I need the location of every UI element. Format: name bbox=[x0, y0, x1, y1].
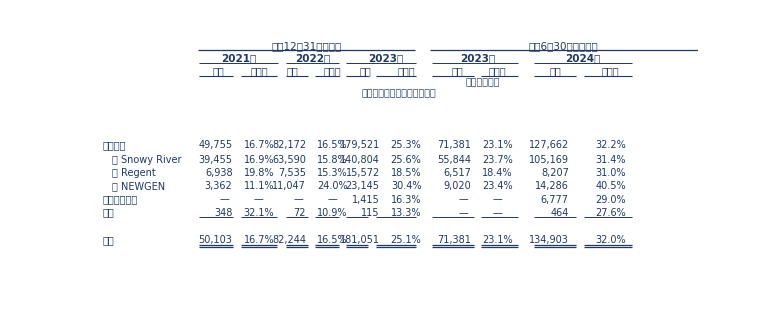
Text: 毛利: 毛利 bbox=[286, 66, 298, 76]
Text: 毛利率: 毛利率 bbox=[602, 66, 619, 76]
Text: 127,662: 127,662 bbox=[529, 140, 569, 150]
Text: 7,535: 7,535 bbox=[278, 168, 306, 178]
Text: 32.1%: 32.1% bbox=[243, 208, 274, 218]
Text: 其他: 其他 bbox=[102, 208, 114, 218]
Text: 16.3%: 16.3% bbox=[391, 194, 422, 204]
Text: 82,244: 82,244 bbox=[272, 235, 306, 245]
Text: 140,804: 140,804 bbox=[340, 155, 380, 165]
Text: 15,572: 15,572 bbox=[346, 168, 380, 178]
Text: 348: 348 bbox=[214, 208, 232, 218]
Text: 毛利率: 毛利率 bbox=[489, 66, 506, 76]
Text: 55,844: 55,844 bbox=[437, 155, 471, 165]
Text: 銷售二手房車: 銷售二手房車 bbox=[102, 194, 137, 204]
Text: 30.4%: 30.4% bbox=[391, 182, 422, 192]
Text: 房車銷售: 房車銷售 bbox=[102, 140, 126, 150]
Text: 39,455: 39,455 bbox=[198, 155, 232, 165]
Text: （未經審核）: （未經審核） bbox=[466, 79, 500, 88]
Text: 82,172: 82,172 bbox=[272, 140, 306, 150]
Text: 10.9%: 10.9% bbox=[317, 208, 348, 218]
Text: 9,020: 9,020 bbox=[443, 182, 471, 192]
Text: 6,517: 6,517 bbox=[443, 168, 471, 178]
Text: 24.0%: 24.0% bbox=[317, 182, 348, 192]
Text: 11.1%: 11.1% bbox=[243, 182, 274, 192]
Text: —: — bbox=[493, 194, 502, 204]
Text: 31.4%: 31.4% bbox=[595, 155, 626, 165]
Text: 6,938: 6,938 bbox=[205, 168, 232, 178]
Text: 72: 72 bbox=[294, 208, 306, 218]
Text: 63,590: 63,590 bbox=[272, 155, 306, 165]
Text: 14,286: 14,286 bbox=[535, 182, 569, 192]
Text: 27.6%: 27.6% bbox=[595, 208, 626, 218]
Text: —: — bbox=[459, 208, 468, 218]
Text: 23.1%: 23.1% bbox=[482, 235, 513, 245]
Text: 毛利: 毛利 bbox=[549, 66, 561, 76]
Text: 截至6月30日止六個月: 截至6月30日止六個月 bbox=[529, 41, 598, 51]
Text: 總計: 總計 bbox=[102, 235, 114, 245]
Text: 32.0%: 32.0% bbox=[595, 235, 626, 245]
Text: 25.1%: 25.1% bbox=[391, 235, 422, 245]
Text: 2024年: 2024年 bbox=[565, 54, 601, 64]
Text: —: — bbox=[328, 194, 337, 204]
Text: 11,047: 11,047 bbox=[272, 182, 306, 192]
Text: 1,415: 1,415 bbox=[352, 194, 380, 204]
Text: 3,362: 3,362 bbox=[205, 182, 232, 192]
Text: 23,145: 23,145 bbox=[346, 182, 380, 192]
Text: 29.0%: 29.0% bbox=[595, 194, 626, 204]
Text: － Snowy River: － Snowy River bbox=[112, 155, 182, 165]
Text: 2022年: 2022年 bbox=[294, 54, 330, 64]
Text: 40.5%: 40.5% bbox=[595, 182, 626, 192]
Text: 毛利: 毛利 bbox=[451, 66, 463, 76]
Text: 19.8%: 19.8% bbox=[243, 168, 274, 178]
Text: 13.3%: 13.3% bbox=[391, 208, 422, 218]
Text: 2023年: 2023年 bbox=[460, 54, 495, 64]
Text: —: — bbox=[220, 194, 229, 204]
Text: 23.7%: 23.7% bbox=[482, 155, 513, 165]
Text: 6,777: 6,777 bbox=[541, 194, 569, 204]
Text: —: — bbox=[493, 208, 502, 218]
Text: 毛利: 毛利 bbox=[360, 66, 372, 76]
Text: —: — bbox=[254, 194, 264, 204]
Text: 截至12月31日止年度: 截至12月31日止年度 bbox=[271, 41, 341, 51]
Text: 16.5%: 16.5% bbox=[317, 235, 348, 245]
Text: 8,207: 8,207 bbox=[541, 168, 569, 178]
Text: 2021年: 2021年 bbox=[221, 54, 257, 64]
Text: 16.7%: 16.7% bbox=[243, 140, 274, 150]
Text: 25.3%: 25.3% bbox=[391, 140, 422, 150]
Text: 16.7%: 16.7% bbox=[243, 235, 274, 245]
Text: 毛利率: 毛利率 bbox=[324, 66, 341, 76]
Text: 49,755: 49,755 bbox=[198, 140, 232, 150]
Text: － NEWGEN: － NEWGEN bbox=[112, 182, 166, 192]
Text: —: — bbox=[294, 194, 303, 204]
Text: － Regent: － Regent bbox=[112, 168, 156, 178]
Text: 115: 115 bbox=[361, 208, 380, 218]
Text: 105,169: 105,169 bbox=[529, 155, 569, 165]
Text: 71,381: 71,381 bbox=[437, 140, 471, 150]
Text: 毛利率: 毛利率 bbox=[250, 66, 267, 76]
Text: （人民幣千元，百分比除外）: （人民幣千元，百分比除外） bbox=[362, 90, 436, 99]
Text: 134,903: 134,903 bbox=[529, 235, 569, 245]
Text: 18.5%: 18.5% bbox=[391, 168, 422, 178]
Text: 32.2%: 32.2% bbox=[595, 140, 626, 150]
Text: 50,103: 50,103 bbox=[198, 235, 232, 245]
Text: 15.8%: 15.8% bbox=[317, 155, 348, 165]
Text: 71,381: 71,381 bbox=[437, 235, 471, 245]
Text: 464: 464 bbox=[550, 208, 569, 218]
Text: 23.4%: 23.4% bbox=[482, 182, 513, 192]
Text: 23.1%: 23.1% bbox=[482, 140, 513, 150]
Text: 16.9%: 16.9% bbox=[243, 155, 274, 165]
Text: —: — bbox=[459, 194, 468, 204]
Text: 15.3%: 15.3% bbox=[317, 168, 348, 178]
Text: 181,051: 181,051 bbox=[339, 235, 380, 245]
Text: 16.5%: 16.5% bbox=[317, 140, 348, 150]
Text: 毛利: 毛利 bbox=[212, 66, 225, 76]
Text: 179,521: 179,521 bbox=[339, 140, 380, 150]
Text: 毛利率: 毛利率 bbox=[398, 66, 415, 76]
Text: 31.0%: 31.0% bbox=[595, 168, 626, 178]
Text: 2023年: 2023年 bbox=[368, 54, 404, 64]
Text: 18.4%: 18.4% bbox=[482, 168, 513, 178]
Text: 25.6%: 25.6% bbox=[391, 155, 422, 165]
